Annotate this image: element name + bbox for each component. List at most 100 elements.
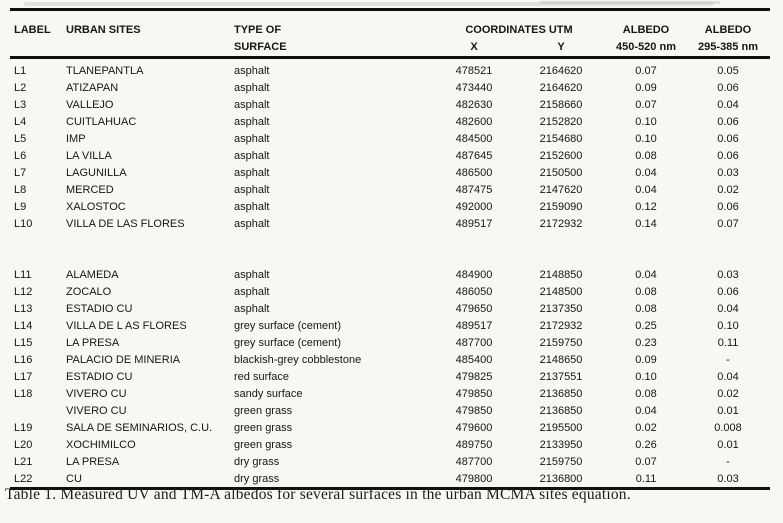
cell-coordinate-y: 2148500: [539, 285, 583, 298]
cell-site: LA PRESA: [66, 455, 120, 468]
cell-surface: grey surface (cement): [234, 336, 341, 349]
cell-site: VIVERO CU: [66, 387, 127, 400]
header-type-of: TYPE OF: [234, 24, 282, 36]
cell-coordinate-x: 482600: [455, 115, 493, 128]
cell-albedo-450-520: 0.04: [635, 404, 657, 417]
cell-site: VILLA DE LAS FLORES: [66, 217, 185, 230]
cell-coordinate-x: 487645: [455, 149, 493, 162]
cell-site: MERCED: [66, 183, 114, 196]
cell-coordinate-x: 479800: [455, 472, 493, 485]
cell-coordinate-y: 2164620: [539, 81, 583, 94]
cell-label: L15: [14, 336, 33, 349]
cell-coordinate-y: 2137350: [539, 302, 583, 315]
cell-albedo-450-520: 0.04: [635, 268, 657, 281]
cell-label: L6: [14, 149, 27, 162]
cell-albedo-450-520: 0.09: [635, 353, 657, 366]
cell-label: L22: [14, 472, 33, 485]
cell-label: L20: [14, 438, 33, 451]
cell-surface: dry grass: [234, 455, 280, 468]
table-row: L12 ZOCALO asphalt 486050 2148500 0.08 0.06: [10, 283, 770, 300]
cell-albedo-450-520: 0.07: [635, 455, 657, 468]
table-row: L7 LAGUNILLA asphalt 486500 2150500 0.04 0.03: [10, 164, 770, 181]
cell-albedo-450-520: 0.07: [635, 64, 657, 77]
cell-coordinate-y: 2150500: [539, 166, 583, 179]
cell-coordinate-x: 489517: [455, 217, 493, 230]
cell-coordinate-x: 479825: [455, 370, 493, 383]
cell-coordinate-y: 2172932: [539, 217, 583, 230]
cell-label: [10, 402, 66, 419]
cell-albedo-295-385: 0.008: [714, 421, 742, 434]
cell-site: ATIZAPAN: [66, 81, 119, 94]
table-row: L6 LA VILLA asphalt 487645 2152600 0.08 0.06: [10, 147, 770, 164]
cell-site: PALACIO DE MINERIA: [66, 353, 181, 366]
header-albedo-range-1: 450-520 nm: [616, 41, 676, 53]
cell-albedo-450-520: 0.08: [635, 149, 657, 162]
cell-surface: asphalt: [234, 81, 270, 94]
cell-coordinate-y: 2136850: [539, 404, 583, 417]
cell-albedo-450-520: 0.08: [635, 302, 657, 315]
cell-albedo-295-385: 0.11: [717, 336, 739, 349]
cell-site: ESTADIO CU: [66, 302, 133, 315]
albedo-table: LABEL URBAN SITES TYPE OF COORDINATES UT…: [10, 8, 771, 490]
cell-albedo-295-385: 0.03: [717, 472, 739, 485]
cell-coordinate-y: 2148850: [539, 268, 583, 281]
cell-coordinate-x: 473440: [455, 81, 493, 94]
cell-surface: asphalt: [234, 149, 270, 162]
table-row: L17 ESTADIO CU red surface 479825 2137551 0.1…: [10, 368, 770, 385]
cell-label: L7: [14, 166, 27, 179]
cell-surface: asphalt: [234, 98, 270, 111]
cell-coordinate-x: 487700: [455, 455, 493, 468]
cell-coordinate-y: 2159750: [539, 455, 583, 468]
cell-albedo-450-520: 0.10: [635, 132, 657, 145]
table-row: L8 MERCED asphalt 487475 2147620 0.04 0.02: [10, 181, 770, 198]
cell-surface: asphalt: [234, 132, 270, 145]
cell-albedo-450-520: 0.25: [635, 319, 657, 332]
albedo-table-body: L1 TLANEPANTLA asphalt 478521 2164620 0.07 0.0…: [10, 58, 770, 489]
cell-surface: green grass: [234, 404, 293, 417]
header-y: Y: [557, 41, 565, 53]
header-albedo-2: ALBEDO: [704, 24, 752, 36]
cell-label: L1: [14, 64, 27, 77]
cell-albedo-450-520: 0.14: [635, 217, 657, 230]
scan-artifact: [24, 2, 714, 6]
header-empty: [10, 36, 66, 58]
cell-coordinate-y: 2137551: [539, 370, 583, 383]
scan-artifact: [540, 1, 720, 4]
cell-coordinate-y: 2136850: [539, 387, 583, 400]
cell-site: LAGUNILLA: [66, 166, 127, 179]
spacer-row: [10, 232, 770, 249]
cell-coordinate-y: 2172932: [539, 319, 583, 332]
cell-albedo-295-385: 0.04: [717, 98, 739, 111]
cell-albedo-295-385: 0.02: [717, 183, 739, 196]
cell-surface: asphalt: [234, 285, 270, 298]
cell-albedo-295-385: 0.06: [717, 285, 739, 298]
cell-surface: asphalt: [234, 302, 270, 315]
cell-label: L10: [14, 217, 33, 230]
cell-albedo-295-385: 0.02: [717, 387, 739, 400]
cell-label: L19: [14, 421, 33, 434]
table-row: L11 ALAMEDA asphalt 484900 2148850 0.04 0.03: [10, 266, 770, 283]
cell-coordinate-y: 2164620: [539, 64, 583, 77]
cell-albedo-295-385: 0.10: [717, 319, 739, 332]
cell-coordinate-x: 486050: [455, 285, 493, 298]
cell-site: ESTADIO CU: [66, 370, 133, 383]
cell-site: LA PRESA: [66, 336, 120, 349]
cell-label: L9: [14, 200, 27, 213]
cell-coordinate-x: 485400: [455, 353, 493, 366]
cell-site: XOCHIMILCO: [66, 438, 136, 451]
cell-site: VIVERO CU: [66, 404, 127, 417]
cell-albedo-295-385: 0.05: [717, 64, 739, 77]
albedo-table-header: LABEL URBAN SITES TYPE OF COORDINATES UT…: [10, 10, 771, 58]
cell-coordinate-y: 2195500: [539, 421, 583, 434]
table-row: L1 TLANEPANTLA asphalt 478521 2164620 0.07 0.0…: [10, 58, 770, 80]
cell-coordinate-y: 2159090: [539, 200, 583, 213]
cell-coordinate-x: 484500: [455, 132, 493, 145]
spacer-cell: [10, 232, 770, 249]
cell-albedo-450-520: 0.10: [635, 115, 657, 128]
cell-site: XALOSTOC: [66, 200, 126, 213]
table-row: L15 LA PRESA grey surface (cement) 487700 21…: [10, 334, 770, 351]
cell-label: L2: [14, 81, 27, 94]
table-row: L9 XALOSTOC asphalt 492000 2159090 0.12 0.06: [10, 198, 770, 215]
cell-label: L4: [14, 115, 27, 128]
table-row: L3 VALLEJO asphalt 482630 2158660 0.07 0.04: [10, 96, 770, 113]
